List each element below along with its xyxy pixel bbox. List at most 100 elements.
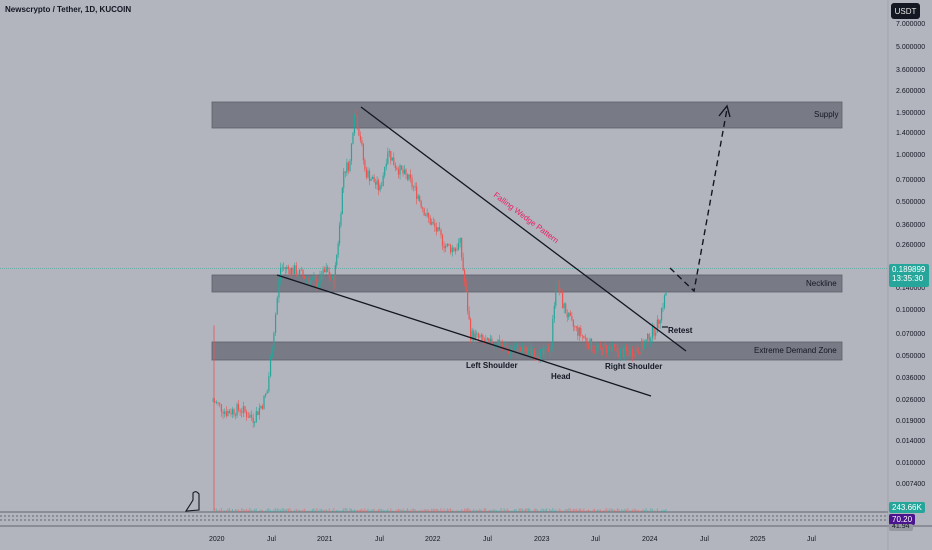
bar-countdown: 13:35:30 (892, 274, 924, 283)
candle-body (322, 269, 324, 280)
volume-bar (384, 510, 386, 512)
candle-body (370, 179, 372, 181)
candle-body (486, 338, 488, 340)
volume-bar (346, 508, 348, 512)
candle-body (643, 343, 646, 349)
candle-body (391, 157, 393, 161)
price-tick: 0.070000 (896, 331, 926, 338)
candle-body (599, 345, 602, 348)
candle-body (473, 330, 475, 341)
volume-bar (607, 509, 609, 512)
projection-path[interactable] (669, 108, 728, 293)
pair-title[interactable]: Newscrypto / Tether, 1D, KUCOIN (5, 5, 132, 14)
candle-body (276, 297, 278, 315)
volume-bar (485, 508, 487, 512)
candle-body (477, 333, 479, 338)
volume-bar (473, 508, 475, 512)
supply-label: Supply (814, 110, 839, 119)
candle-body (492, 345, 494, 347)
candle-body (429, 217, 431, 225)
volume-bar (410, 510, 412, 512)
candle-body (375, 182, 377, 185)
candle-body (304, 275, 306, 279)
price-tick: 1.900000 (896, 110, 926, 117)
candle-body (461, 238, 463, 258)
volume-bar (233, 510, 235, 512)
volume-bar (417, 510, 419, 512)
candle-body (372, 176, 374, 180)
candle-body (252, 417, 254, 423)
candle-body (440, 229, 442, 235)
candle-body (377, 180, 380, 191)
volume-bar (653, 510, 655, 512)
candle-body (361, 140, 363, 145)
wedge-lower-line[interactable] (276, 274, 652, 397)
candle-body (316, 278, 318, 288)
volume-bar (426, 509, 428, 512)
volume-bar (622, 510, 624, 512)
supply-zone[interactable] (211, 101, 843, 129)
volume-bar (592, 509, 594, 512)
volume-bar (297, 509, 299, 512)
candle-body (550, 346, 552, 351)
candle-body (367, 170, 369, 178)
candle-body (438, 227, 441, 230)
candle-body (305, 278, 307, 279)
volume-bar (222, 510, 224, 512)
candle-body (358, 128, 360, 136)
neckline-zone[interactable] (211, 274, 843, 293)
candle-body (523, 346, 525, 352)
volume-bar (489, 510, 491, 512)
candle-body (521, 346, 523, 352)
volume-bar (586, 510, 588, 512)
candle-body (426, 213, 428, 216)
wedge-upper-line[interactable] (360, 106, 687, 352)
volume-bar (394, 510, 396, 512)
candle-body (592, 350, 594, 352)
candle-body (659, 320, 661, 324)
volume-bar (428, 509, 430, 512)
candle-body (444, 246, 447, 249)
volume-bar (212, 510, 214, 512)
candle-body (402, 169, 404, 174)
volume-bar (347, 510, 349, 512)
candle-body (544, 347, 546, 355)
price-tick: 0.036000 (896, 375, 926, 382)
currency-button[interactable]: USDT (891, 3, 920, 19)
volume-bar (445, 510, 447, 512)
candle-body (224, 411, 226, 414)
candle-body (527, 351, 529, 354)
candle-body (593, 350, 596, 352)
candle-body (566, 313, 568, 318)
candle-body (574, 326, 576, 328)
candle-body (423, 208, 425, 216)
volume-bar (339, 510, 341, 512)
candle-body (524, 347, 527, 352)
candle-body (471, 330, 473, 341)
volume-bar (322, 509, 324, 512)
volume-bar (434, 508, 436, 512)
candle-body (362, 144, 364, 161)
volume-bar (595, 510, 597, 512)
volume-bar (387, 508, 389, 512)
volume-bar (438, 510, 440, 512)
volume-bar (328, 508, 330, 512)
volume-bar (594, 508, 595, 512)
candle-body (281, 267, 283, 269)
candle-body (497, 339, 499, 346)
volume-bar (336, 510, 338, 512)
candle-body (274, 314, 277, 333)
volume-bar (254, 508, 256, 512)
candle-body (434, 223, 436, 228)
tradingview-logo-icon[interactable] (184, 491, 200, 512)
price-tick: 0.010000 (896, 460, 926, 467)
volume-bar (437, 509, 439, 512)
price-tick: 3.600000 (896, 67, 926, 74)
candle-body (568, 312, 570, 318)
volume-bar (583, 508, 585, 512)
candle-body (308, 279, 311, 285)
candle-body (247, 417, 249, 418)
volume-bar (314, 510, 316, 512)
candle-body (390, 151, 392, 161)
